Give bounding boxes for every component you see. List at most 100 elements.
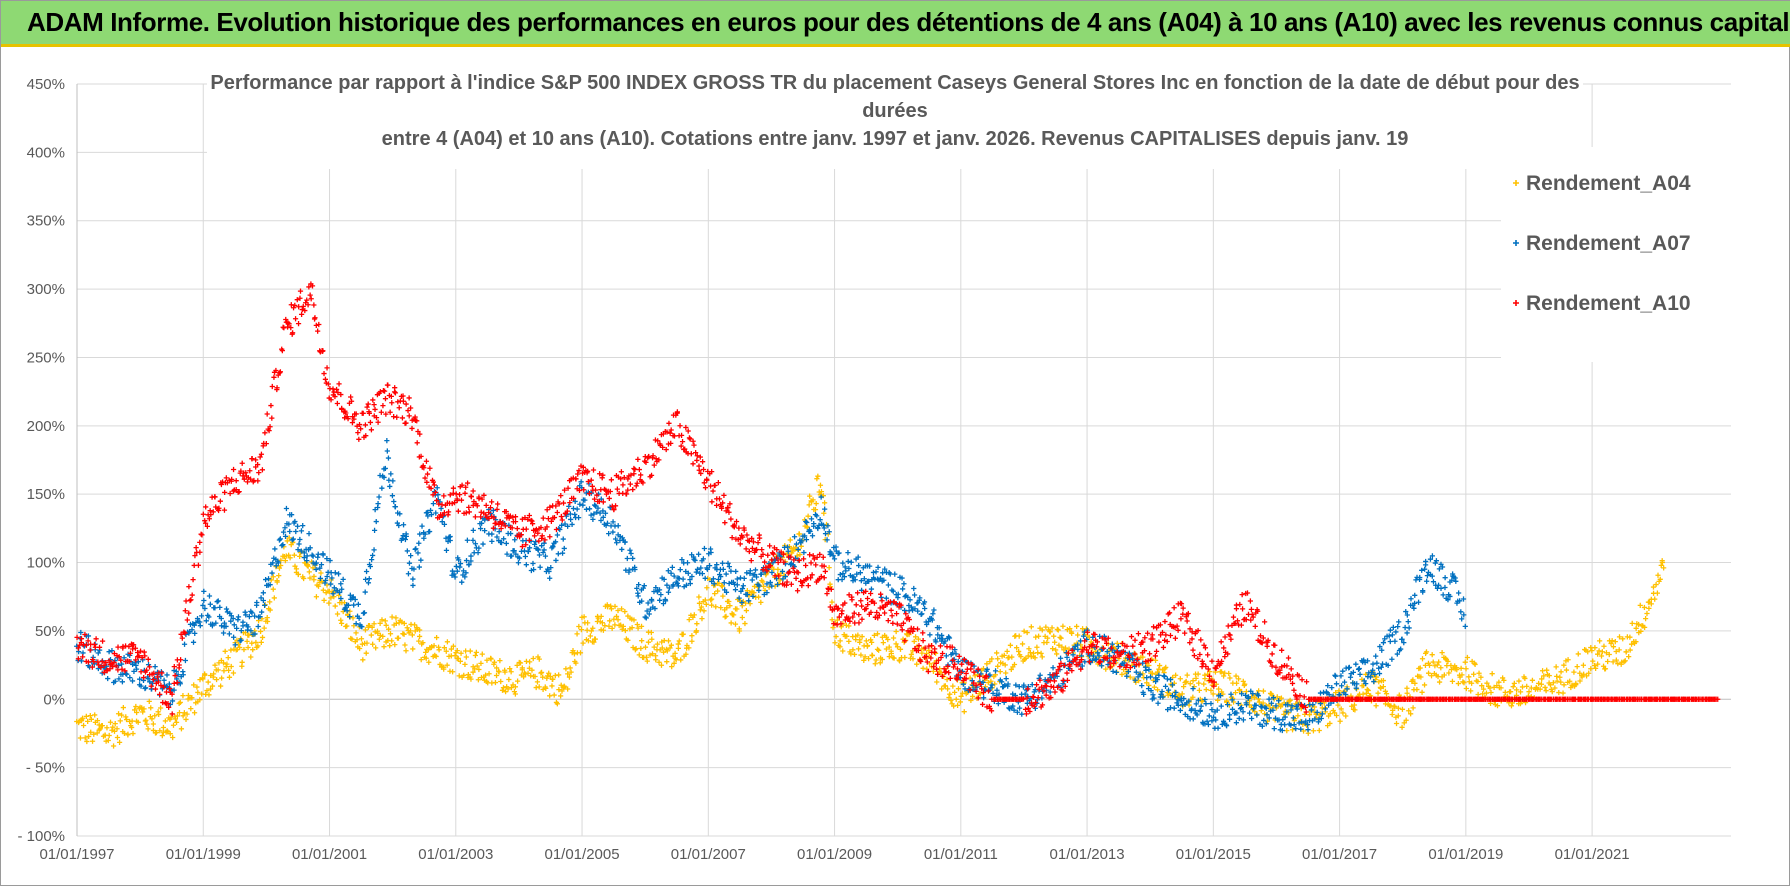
series-marker xyxy=(530,560,536,567)
series-marker xyxy=(367,419,374,426)
series-marker xyxy=(483,512,489,518)
series-marker xyxy=(466,561,472,567)
series-marker xyxy=(1214,663,1220,669)
series-marker xyxy=(667,430,673,436)
series-marker xyxy=(612,603,618,610)
series-marker xyxy=(434,497,440,504)
series-marker xyxy=(1184,618,1190,624)
series-marker xyxy=(1162,683,1169,690)
series-marker xyxy=(1285,702,1291,708)
series-marker xyxy=(847,618,853,624)
series-marker xyxy=(947,675,953,681)
series-marker xyxy=(526,545,533,551)
series-marker xyxy=(261,625,267,631)
series-marker xyxy=(1284,709,1290,715)
series-marker xyxy=(418,453,424,459)
series-marker xyxy=(470,527,476,533)
series-marker xyxy=(811,523,817,529)
series-marker xyxy=(390,478,396,484)
series-marker xyxy=(1627,634,1633,640)
series-marker xyxy=(1050,672,1056,678)
series-marker xyxy=(791,534,798,540)
series-marker xyxy=(77,735,84,741)
series-marker xyxy=(694,457,700,464)
series-marker xyxy=(1403,608,1409,615)
series-marker xyxy=(1380,640,1387,646)
series-marker xyxy=(291,552,297,558)
series-marker xyxy=(743,600,749,606)
series-marker xyxy=(666,585,672,591)
legend-label: Rendement_A10 xyxy=(1526,292,1691,315)
series-marker xyxy=(987,659,993,665)
series-marker xyxy=(89,664,95,670)
series-marker xyxy=(1471,671,1477,677)
series-marker xyxy=(618,606,625,612)
series-marker xyxy=(130,730,136,737)
series-marker xyxy=(387,631,394,637)
series-marker xyxy=(311,573,317,580)
series-marker xyxy=(1064,654,1070,660)
series-marker xyxy=(1472,661,1478,668)
series-marker xyxy=(739,585,746,592)
series-marker xyxy=(1054,651,1060,657)
series-marker xyxy=(1269,651,1275,657)
series-marker xyxy=(347,614,353,620)
series-marker xyxy=(919,611,925,617)
series-marker xyxy=(309,552,315,558)
series-marker xyxy=(443,535,449,541)
series-marker xyxy=(283,553,289,559)
series-marker xyxy=(777,557,784,563)
series-marker xyxy=(488,656,494,662)
series-marker xyxy=(1215,725,1221,731)
series-marker xyxy=(1488,689,1494,696)
series-marker xyxy=(1552,685,1558,691)
series-marker xyxy=(1441,672,1447,678)
series-marker xyxy=(595,505,601,511)
series-marker xyxy=(1152,657,1159,663)
series-marker xyxy=(157,691,163,697)
series-marker xyxy=(927,632,933,638)
series-marker xyxy=(660,444,666,451)
series-marker xyxy=(649,636,655,642)
chart-title-line-1: Performance par rapport à l'indice S&P 5… xyxy=(210,72,1579,94)
series-marker xyxy=(1554,678,1560,684)
series-marker xyxy=(1423,649,1430,655)
series-marker xyxy=(171,664,177,670)
series-marker xyxy=(946,635,953,641)
series-marker xyxy=(439,512,446,519)
series-marker xyxy=(947,691,953,697)
series-marker xyxy=(906,631,912,638)
series-marker xyxy=(1014,709,1020,715)
series-marker xyxy=(1299,677,1305,683)
series-marker xyxy=(1355,666,1362,672)
series-marker xyxy=(713,502,720,508)
series-marker xyxy=(493,672,500,679)
series-marker xyxy=(693,628,700,634)
series-marker xyxy=(1271,726,1277,732)
series-marker xyxy=(136,653,142,659)
series-marker xyxy=(1198,637,1204,643)
series-marker xyxy=(364,404,370,410)
series-marker xyxy=(746,598,752,604)
series-marker xyxy=(739,599,745,606)
series-marker xyxy=(1461,680,1467,686)
series-marker xyxy=(925,668,931,675)
series-marker xyxy=(1009,654,1015,660)
series-marker xyxy=(600,499,606,505)
series-marker xyxy=(472,514,478,520)
series-marker xyxy=(732,587,739,593)
gridlines xyxy=(76,83,1731,837)
series-marker xyxy=(973,688,979,694)
series-marker xyxy=(180,693,186,699)
series-marker xyxy=(1433,558,1440,564)
series-marker xyxy=(1055,667,1061,673)
series-marker xyxy=(554,509,560,516)
series-marker xyxy=(207,601,213,607)
series-marker xyxy=(433,510,439,516)
series-marker xyxy=(225,655,231,661)
series-marker xyxy=(1199,698,1205,705)
series-marker xyxy=(1050,665,1056,671)
series-marker xyxy=(585,620,591,626)
series-marker xyxy=(1248,606,1255,613)
series-marker xyxy=(559,550,566,556)
